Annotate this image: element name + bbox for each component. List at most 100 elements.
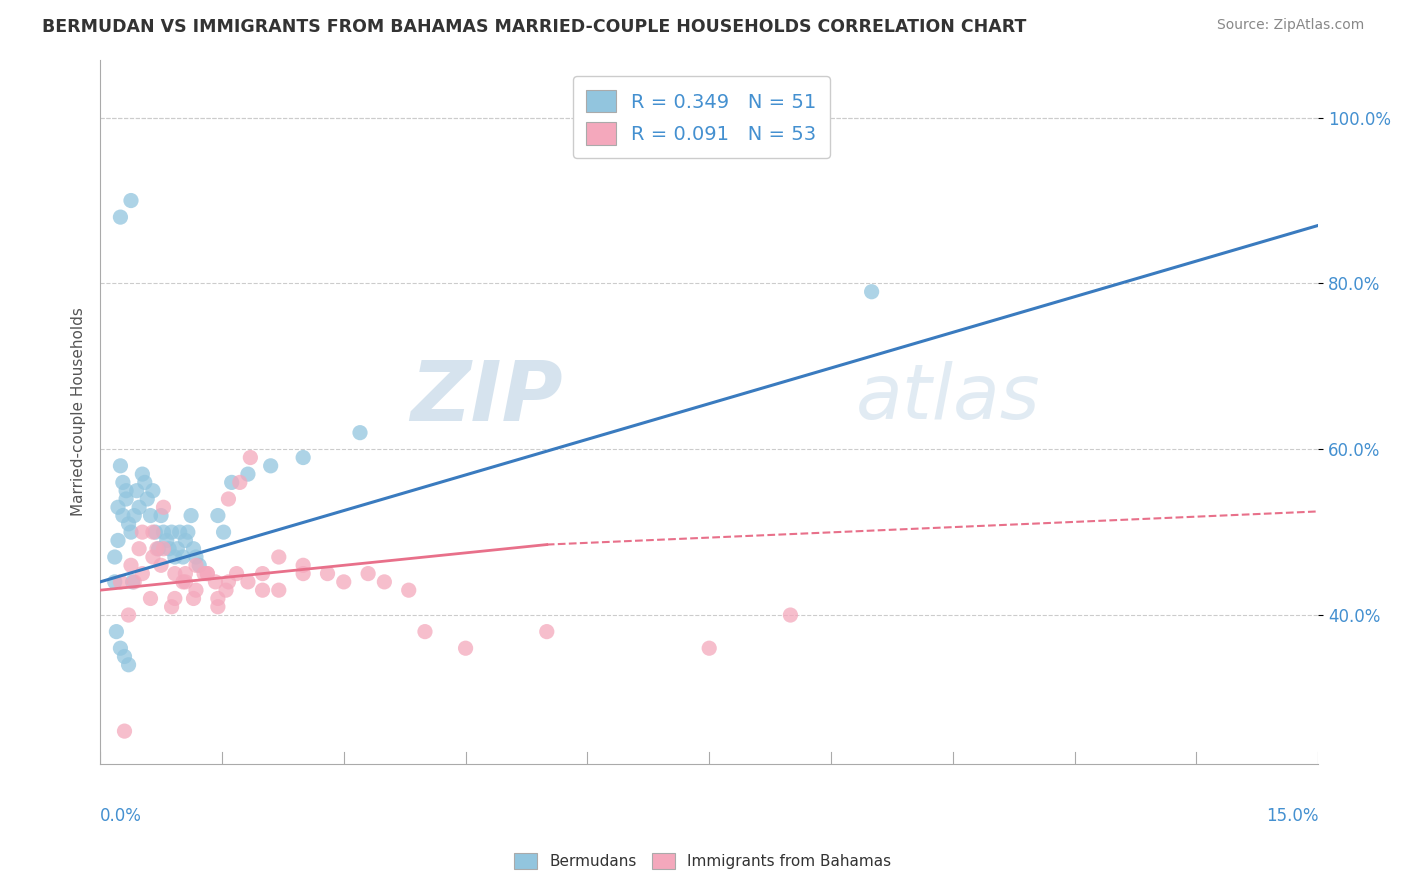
Point: [142, 483, 165, 498]
Point: [239, 450, 262, 465]
Point: [697, 641, 720, 656]
Point: [229, 475, 252, 490]
Text: ZIP: ZIP: [411, 358, 562, 438]
Point: [177, 525, 200, 540]
Point: [110, 458, 132, 473]
Point: [398, 583, 420, 598]
Legend: R = 0.349   N = 51, R = 0.091   N = 53: R = 0.349 N = 51, R = 0.091 N = 53: [572, 77, 830, 158]
Point: [131, 467, 153, 482]
Point: [136, 491, 159, 506]
Point: [195, 566, 218, 581]
Point: [128, 500, 150, 515]
Point: [160, 599, 183, 614]
Point: [172, 574, 194, 589]
Point: [114, 649, 136, 664]
Point: [212, 525, 235, 540]
Point: [174, 566, 197, 581]
Point: [156, 533, 179, 548]
Point: [184, 558, 207, 573]
Point: [204, 574, 226, 589]
Y-axis label: Married-couple Households: Married-couple Households: [72, 308, 86, 516]
Point: [152, 525, 174, 540]
Point: [207, 599, 229, 614]
Point: [172, 549, 194, 564]
Point: [128, 541, 150, 556]
Point: [217, 574, 239, 589]
Point: [183, 541, 205, 556]
Point: [357, 566, 380, 581]
Point: [117, 516, 139, 531]
Point: [142, 549, 165, 564]
Point: [292, 450, 315, 465]
Point: [104, 574, 127, 589]
Point: [150, 508, 173, 523]
Point: [107, 500, 129, 515]
Point: [779, 608, 801, 623]
Point: [152, 541, 174, 556]
Point: [536, 624, 558, 639]
Point: [166, 541, 188, 556]
Point: [215, 583, 238, 598]
Point: [252, 583, 274, 598]
Point: [115, 483, 138, 498]
Point: [125, 483, 148, 498]
Point: [260, 458, 283, 473]
Point: [143, 525, 166, 540]
Text: atlas: atlas: [855, 361, 1040, 434]
Point: [115, 491, 138, 506]
Point: [292, 558, 315, 573]
Point: [114, 724, 136, 739]
Point: [146, 541, 169, 556]
Point: [316, 566, 339, 581]
Point: [184, 549, 207, 564]
Point: [150, 558, 173, 573]
Point: [105, 624, 128, 639]
Point: [117, 608, 139, 623]
Point: [252, 566, 274, 581]
Point: [160, 525, 183, 540]
Point: [139, 508, 162, 523]
Point: [207, 591, 229, 606]
Legend: Bermudans, Immigrants from Bahamas: Bermudans, Immigrants from Bahamas: [509, 847, 897, 875]
Point: [117, 657, 139, 672]
Point: [267, 549, 290, 564]
Point: [110, 574, 132, 589]
Point: [110, 210, 132, 224]
Point: [142, 525, 165, 540]
Point: [120, 194, 142, 208]
Point: [120, 558, 142, 573]
Point: [111, 508, 134, 523]
Point: [236, 574, 259, 589]
Point: [207, 508, 229, 523]
Point: [454, 641, 477, 656]
Point: [349, 425, 371, 440]
Point: [157, 541, 180, 556]
Point: [860, 285, 883, 299]
Text: 15.0%: 15.0%: [1265, 806, 1319, 824]
Point: [225, 566, 247, 581]
Point: [267, 583, 290, 598]
Text: 0.0%: 0.0%: [100, 806, 142, 824]
Point: [121, 574, 143, 589]
Point: [148, 541, 170, 556]
Point: [163, 566, 186, 581]
Point: [111, 475, 134, 490]
Point: [122, 574, 145, 589]
Point: [134, 475, 156, 490]
Point: [221, 475, 243, 490]
Point: [292, 566, 315, 581]
Point: [131, 566, 153, 581]
Text: BERMUDAN VS IMMIGRANTS FROM BAHAMAS MARRIED-COUPLE HOUSEHOLDS CORRELATION CHART: BERMUDAN VS IMMIGRANTS FROM BAHAMAS MARR…: [42, 18, 1026, 36]
Point: [110, 641, 132, 656]
Point: [183, 591, 205, 606]
Point: [217, 491, 239, 506]
Point: [180, 508, 202, 523]
Point: [163, 591, 186, 606]
Point: [413, 624, 436, 639]
Point: [107, 533, 129, 548]
Point: [193, 566, 215, 581]
Point: [195, 566, 218, 581]
Point: [122, 508, 145, 523]
Point: [104, 549, 127, 564]
Point: [139, 591, 162, 606]
